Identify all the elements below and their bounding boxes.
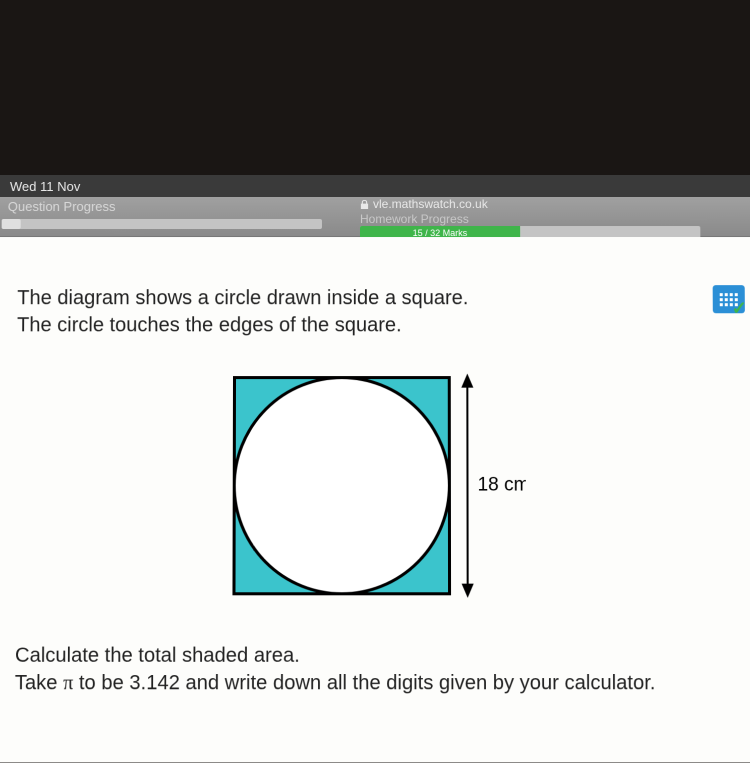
question-progress-bar: [2, 219, 322, 229]
homework-progress-label: Homework Progress: [360, 212, 469, 226]
instruction-line-1: Calculate the total shaded area.: [15, 645, 300, 667]
tablet-screen: Wed 11 Nov Question Progress vle.mathswa…: [0, 175, 750, 755]
pi-symbol: π: [63, 672, 73, 694]
arrow-bottom-icon: [462, 584, 474, 598]
dimension-label: 18 cm: [478, 474, 527, 495]
question-text: The diagram shows a circle drawn inside …: [17, 285, 733, 339]
question-progress-label: Question Progress: [8, 199, 116, 214]
instruction-line-2-pre: Take: [15, 672, 63, 694]
diagram-svg: 18 cm: [224, 370, 526, 602]
datetime-label: Wed 11 Nov: [10, 178, 80, 193]
check-icon: ✓: [732, 298, 747, 319]
arrow-top-icon: [461, 374, 473, 388]
question-line-2: The circle touches the edges of the squa…: [17, 314, 402, 336]
lock-icon: [360, 198, 369, 209]
question-line-1: The diagram shows a circle drawn inside …: [17, 287, 468, 309]
status-bar: Wed 11 Nov: [0, 175, 750, 197]
question-content: ✓ The diagram shows a circle drawn insid…: [0, 237, 750, 763]
url-bar[interactable]: vle.mathswatch.co.uk: [360, 197, 488, 211]
calculator-button[interactable]: ✓: [713, 285, 745, 313]
url-text: vle.mathswatch.co.uk: [373, 197, 488, 211]
instruction-line-2-mid: to be 3.142 and write down all the digit…: [73, 672, 655, 694]
question-progress-fill: [2, 219, 21, 229]
diagram: 18 cm: [194, 370, 557, 602]
circle-shape: [234, 378, 450, 594]
top-bar: Question Progress vle.mathswatch.co.uk H…: [0, 197, 750, 237]
instruction-text: Calculate the total shaded area. Take π …: [15, 643, 736, 698]
